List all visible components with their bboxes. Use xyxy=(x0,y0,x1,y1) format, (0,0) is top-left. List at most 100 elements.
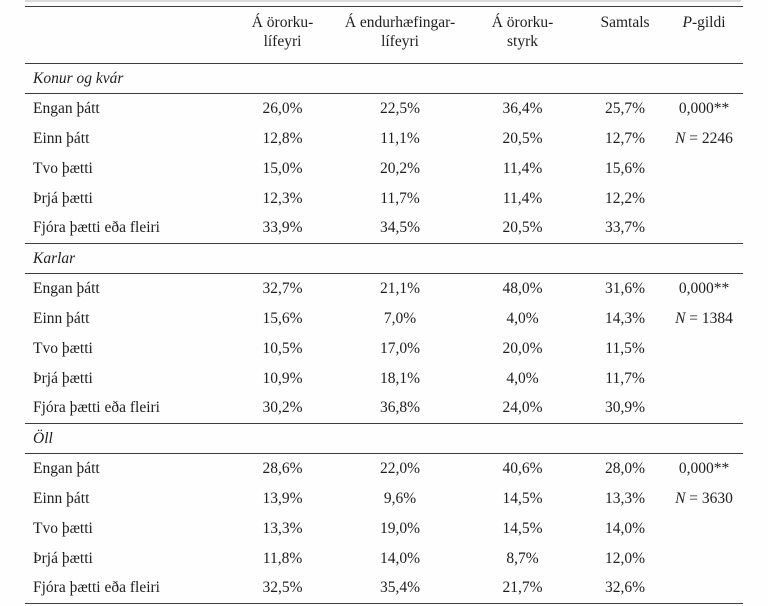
stat-note-cell xyxy=(665,394,743,424)
value-cell: 12,7% xyxy=(604,129,646,147)
header-col-ororkulifeyri: Á örorku- lífeyri xyxy=(225,7,340,64)
group-name: Öll xyxy=(33,429,53,447)
value-cell: 18,1% xyxy=(379,369,421,387)
header-col-pgildi: P-gildi xyxy=(665,7,743,64)
value-cell: 11,7% xyxy=(380,189,420,207)
column-header-line: lífeyri xyxy=(381,33,419,50)
table-row: Tvo þætti 10,5% 17,0% 20,0% 11,5% xyxy=(25,334,743,364)
value-cell: 11,5% xyxy=(605,339,645,357)
value-cell: 4,0% xyxy=(506,369,539,387)
value-cell: 36,4% xyxy=(502,99,543,117)
stat-note-cell: N = 1384 xyxy=(665,304,743,334)
value-cell: 24,0% xyxy=(502,399,543,417)
stat-note-text: = 2246 xyxy=(685,129,733,147)
value-cell: 35,4% xyxy=(379,579,421,597)
value-cell: 14,0% xyxy=(604,519,646,537)
value-cell: 26,0% xyxy=(262,99,303,117)
value-cell: 21,1% xyxy=(379,279,421,297)
table-row: Fjóra þætti eða fleiri 33,9% 34,5% 20,5% 33,… xyxy=(25,214,743,244)
value-cell: 20,5% xyxy=(502,219,543,237)
table-header: Á örorku- lífeyri Á endurhæfingar- lífey… xyxy=(25,7,743,64)
column-header-line: Á endurhæfingar- xyxy=(344,14,456,31)
column-header-line: styrk xyxy=(507,33,538,50)
stat-note-cell xyxy=(665,334,743,364)
value-cell: 11,1% xyxy=(380,129,420,147)
table-row: Einn þátt 12,8% 11,1% 20,5% 12,7% N = 2246 xyxy=(25,124,743,154)
value-cell: 12,2% xyxy=(604,189,646,207)
stat-note-text: 0,000** xyxy=(678,99,730,117)
value-cell: 33,7% xyxy=(604,219,646,237)
value-cell: 13,3% xyxy=(604,489,646,507)
value-cell: 12,0% xyxy=(604,549,646,567)
table-row: Engan þátt 28,6% 22,0% 40,6% 28,0% 0,000** xyxy=(25,454,743,484)
row-label: Þrjá þætti xyxy=(33,369,93,387)
table-row: Fjóra þætti eða fleiri 30,2% 36,8% 24,0% 30,… xyxy=(25,394,743,424)
row-label: Engan þátt xyxy=(33,459,100,477)
header-empty-cell xyxy=(25,7,225,64)
stat-note-italic: N xyxy=(675,309,686,327)
header-col-endurhaefingarlifeyri: Á endurhæfingar- lífeyri xyxy=(340,7,460,64)
group-name: Konur og kvár xyxy=(33,69,124,87)
value-cell: 4,0% xyxy=(506,309,539,327)
value-cell: 22,0% xyxy=(379,459,421,477)
row-label: Tvo þætti xyxy=(33,159,93,177)
column-header-line: lífeyri xyxy=(263,33,302,50)
table-row: Engan þátt 26,0% 22,5% 36,4% 25,7% 0,000** xyxy=(25,94,743,124)
value-cell: 14,5% xyxy=(502,489,543,507)
value-cell: 33,9% xyxy=(262,219,303,237)
row-label: Tvo þætti xyxy=(33,519,93,537)
value-cell: 11,4% xyxy=(502,189,543,207)
value-cell: 48,0% xyxy=(502,279,543,297)
value-cell: 11,7% xyxy=(605,369,645,387)
row-label: Einn þátt xyxy=(33,129,90,147)
table-row: Tvo þætti 15,0% 20,2% 11,4% 15,6% xyxy=(25,154,743,184)
table-row: Tvo þætti 13,3% 19,0% 14,5% 14,0% xyxy=(25,514,743,544)
column-header-line: P-gildi xyxy=(665,13,743,32)
table-row: Þrjá þætti 11,8% 14,0% 8,7% 12,0% xyxy=(25,544,743,574)
header-col-ororkustyrk: Á örorku- styrk xyxy=(460,7,585,64)
value-cell: 12,8% xyxy=(262,129,303,147)
stat-note-cell xyxy=(665,544,743,574)
stat-note-cell xyxy=(665,514,743,544)
header-row: Á örorku- lífeyri Á endurhæfingar- lífey… xyxy=(25,7,743,64)
column-header-line: Samtals xyxy=(600,14,650,31)
value-cell: 32,7% xyxy=(262,279,303,297)
stat-note-cell: N = 2246 xyxy=(665,124,743,154)
scan-artifact-line xyxy=(25,0,741,2)
value-cell: 20,0% xyxy=(502,339,543,357)
value-cell: 22,5% xyxy=(379,99,421,117)
value-cell: 20,2% xyxy=(379,159,421,177)
row-label: Fjóra þætti eða fleiri xyxy=(33,579,160,597)
value-cell: 10,9% xyxy=(262,369,303,387)
p-italic: P xyxy=(682,14,692,31)
row-label: Einn þátt xyxy=(33,489,90,507)
value-cell: 40,6% xyxy=(502,459,543,477)
value-cell: 14,0% xyxy=(379,549,421,567)
group-header-row: Konur og kvár xyxy=(25,63,743,94)
stat-note-text: 0,000** xyxy=(678,459,730,477)
value-cell: 11,8% xyxy=(262,549,303,567)
row-label: Tvo þætti xyxy=(33,339,93,357)
stat-note-italic: N xyxy=(675,129,686,147)
value-cell: 32,6% xyxy=(604,579,646,597)
value-cell: 31,6% xyxy=(604,279,646,297)
column-header-line: Á örorku- xyxy=(491,14,554,31)
row-label: Einn þátt xyxy=(33,309,90,327)
row-label: Fjóra þætti eða fleiri xyxy=(33,399,160,417)
value-cell: 32,5% xyxy=(262,579,303,597)
value-cell: 7,0% xyxy=(383,309,417,327)
stat-note-cell: 0,000** xyxy=(665,94,743,124)
column-header-line: Á örorku- xyxy=(251,14,314,31)
value-cell: 30,2% xyxy=(262,399,303,417)
value-cell: 9,6% xyxy=(383,489,417,507)
row-label: Engan þátt xyxy=(33,279,100,297)
table-row: Þrjá þætti 10,9% 18,1% 4,0% 11,7% xyxy=(25,364,743,394)
value-cell: 14,3% xyxy=(604,309,646,327)
row-label: Þrjá þætti xyxy=(33,549,93,567)
value-cell: 14,5% xyxy=(502,519,543,537)
group-header-row: Karlar xyxy=(25,243,743,274)
value-cell: 28,0% xyxy=(604,459,646,477)
stat-note-cell xyxy=(665,364,743,394)
table-row: Engan þátt 32,7% 21,1% 48,0% 31,6% 0,000** xyxy=(25,274,743,304)
